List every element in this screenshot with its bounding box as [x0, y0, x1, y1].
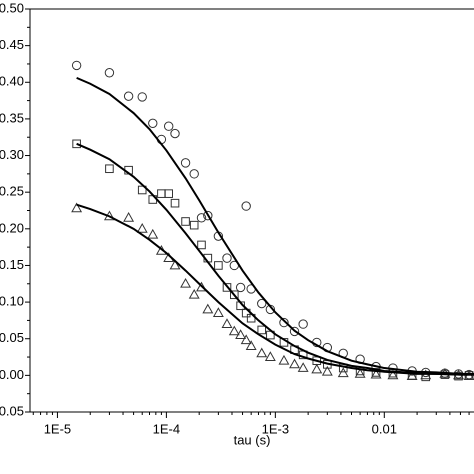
y-tick-label: 0.05	[0, 330, 24, 345]
triangle-point	[406, 370, 418, 380]
triangle-point	[354, 368, 366, 378]
triangle-point	[169, 259, 181, 270]
plot-area	[71, 60, 474, 382]
triangle-point	[297, 362, 309, 372]
y-tick-label: 0.15	[0, 257, 24, 272]
triangle-point	[387, 369, 399, 380]
y-tick-label: 0.35	[0, 110, 24, 125]
circle-point	[289, 326, 300, 337]
square-point	[157, 189, 166, 198]
y-tick-label: 0.20	[0, 220, 24, 235]
triangle-point	[136, 222, 148, 233]
circle-point	[148, 118, 158, 129]
triangle-point	[235, 329, 247, 339]
square-point	[189, 220, 199, 230]
fit-line	[76, 203, 474, 376]
square-point	[105, 164, 114, 174]
square-point	[72, 139, 81, 149]
circle-point	[170, 128, 180, 139]
triangle-point	[289, 358, 300, 369]
x-tick-label: 0.01	[372, 421, 397, 436]
x-tick-label: 1E-4	[153, 421, 180, 436]
circle-point	[123, 91, 134, 101]
square-point	[257, 325, 267, 335]
y-tick-label: 0.25	[0, 184, 24, 199]
circle-point	[71, 60, 82, 71]
circle-point	[196, 213, 207, 223]
triangle-point	[188, 288, 200, 299]
circle-point	[180, 158, 191, 168]
square-point	[454, 371, 463, 381]
square-point	[214, 261, 223, 270]
circle-point	[235, 282, 246, 293]
x-tick-label: 1E-3	[262, 421, 289, 436]
triangle-point	[264, 351, 276, 361]
circle-point	[241, 201, 251, 211]
triangle-point	[196, 281, 207, 292]
square-point	[170, 198, 180, 208]
y-tick-label: 0.30	[0, 147, 24, 162]
y-tick-label: 0.40	[0, 74, 24, 89]
x-tick-label: 1E-5	[44, 421, 71, 436]
square-point	[164, 189, 173, 198]
triangle-point	[278, 354, 290, 365]
circle-point	[137, 92, 147, 102]
triangle-point	[228, 325, 240, 336]
triangle-point	[321, 365, 333, 376]
triangle-point	[221, 318, 233, 328]
triangle-point	[240, 334, 252, 345]
circle-point	[163, 121, 174, 131]
circle-point	[203, 210, 213, 221]
triangle-point	[370, 368, 382, 379]
fit-line	[76, 142, 474, 376]
circle-point	[104, 68, 115, 78]
triangle-point	[180, 277, 192, 288]
y-tick-label: 0.10	[0, 294, 24, 309]
x-axis-label: tau (s)	[234, 432, 271, 447]
circle-point	[257, 298, 267, 309]
triangle-point	[311, 363, 323, 374]
y-tick-label: 0.50	[0, 0, 24, 15]
y-tick-label: -0.05	[0, 403, 24, 418]
triangle-point	[71, 202, 83, 213]
triangle-point	[256, 347, 268, 358]
square-point	[181, 217, 190, 226]
y-tick-label: 0.00	[0, 367, 24, 382]
fit-line	[76, 76, 474, 375]
circle-point	[222, 253, 232, 263]
triangle-point	[245, 340, 257, 350]
square-point	[197, 240, 206, 250]
triangle-point	[202, 303, 214, 314]
circle-point	[189, 169, 199, 179]
triangle-point	[123, 212, 135, 222]
triangle-point	[337, 367, 349, 378]
y-tick-label: 0.45	[0, 37, 24, 52]
square-point	[137, 185, 147, 195]
triangle-point	[212, 307, 224, 317]
square-point	[222, 283, 232, 292]
circle-point	[298, 319, 308, 329]
circle-point	[279, 317, 289, 328]
triangle-point	[147, 228, 159, 239]
square-point	[229, 290, 239, 300]
